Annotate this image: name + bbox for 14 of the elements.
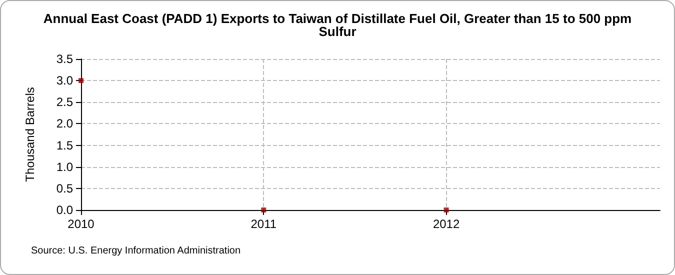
y-tick-label: 0.5 (56, 181, 74, 196)
chart-title: Annual East Coast (PADD 1) Exports to Taiwan of Distillate Fuel Oil, Greater than 15 to 500 ppm Sulfur (43, 11, 632, 39)
x-tick-label: 2010 (68, 217, 95, 231)
y-tick-label: 2.5 (56, 95, 74, 110)
x-tick-label: 2011 (250, 217, 277, 231)
y-tick-label: 2.0 (56, 116, 74, 131)
y-tick-label: 1.5 (56, 138, 74, 152)
y-axis-title: Thousand Barrels (23, 87, 37, 182)
source-note: Source: U.S. Energy Information Administration (31, 246, 241, 256)
y-tick-label: 3.5 (56, 52, 74, 66)
y-tick-label: 1.0 (56, 160, 74, 174)
x-tick-label: 2012 (432, 217, 460, 231)
y-tick-label: 0.0 (56, 203, 74, 217)
y-tick-label: 3.0 (56, 74, 74, 88)
